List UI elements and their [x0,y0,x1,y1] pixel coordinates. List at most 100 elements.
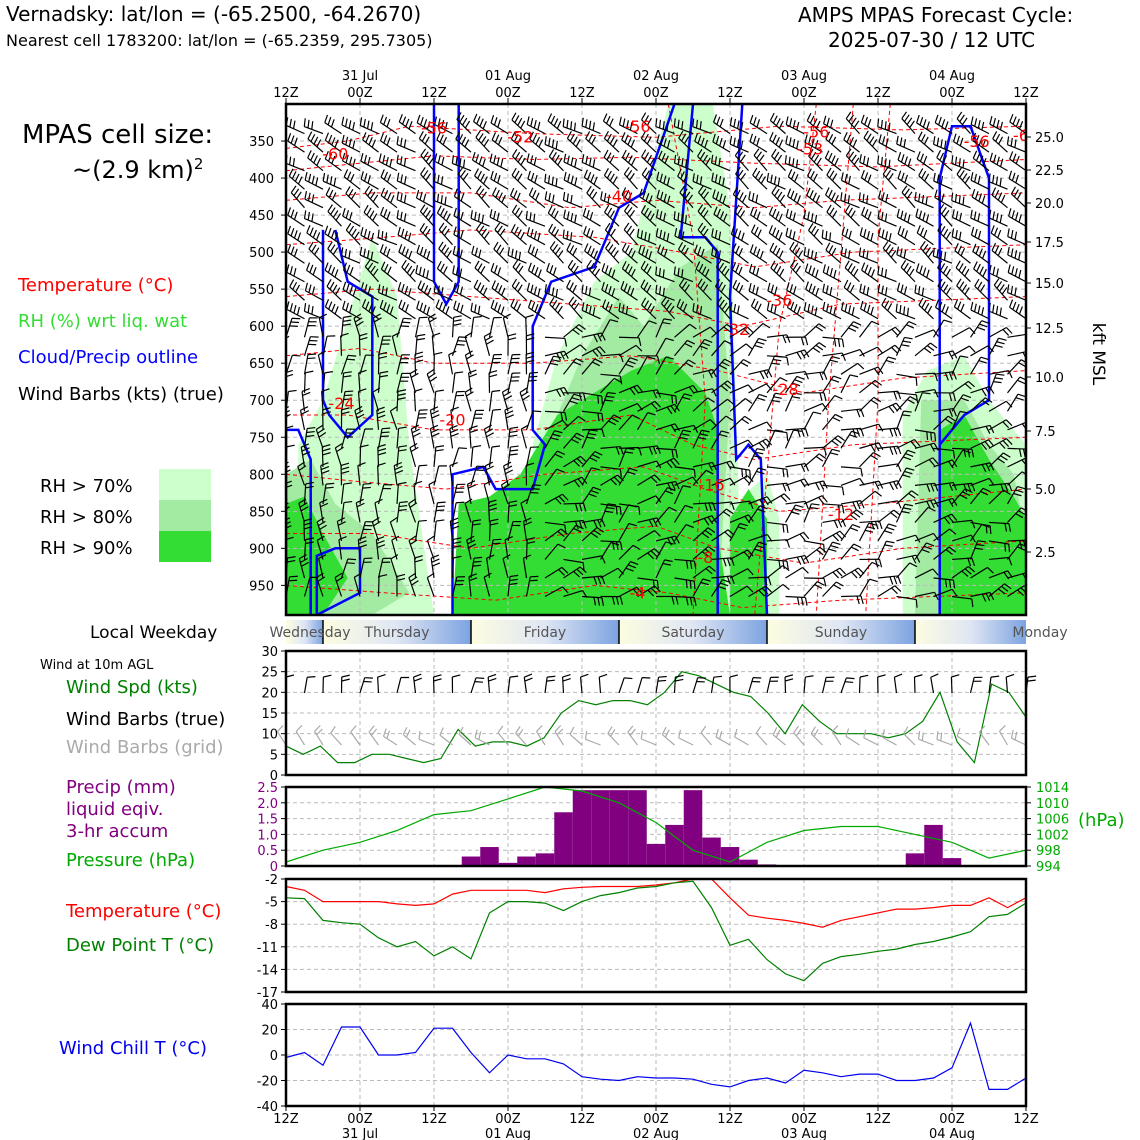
wind-barb-tick [722,558,727,567]
wind-barb-tick [1010,186,1016,195]
wind-barb-tick [428,372,436,379]
wind-barb-tick [436,131,441,140]
wind-barb-tick [358,536,367,541]
wind-barb-tick [423,304,427,313]
wind-barb-tick [511,278,518,287]
wind-barb-tick [733,303,737,313]
wind-barb-tick [318,350,326,356]
wind-barb-tick [973,211,977,220]
wind-barb [896,396,911,412]
wind-barb-tick [825,131,831,140]
wind-barb-tick [607,726,613,734]
wind-barb-tick [755,451,764,455]
y-tick-label: 10 [261,728,278,743]
wind-barb-tick [658,267,661,277]
wind-barb-tick [848,305,852,314]
wind-barb-tick [919,265,923,274]
wind-barb-tick [967,566,975,573]
wind-barb [308,248,324,264]
wind-barb-tick [473,560,482,563]
wind-barb-tick [413,677,422,682]
wind-barb [674,577,695,582]
wind-barb [936,738,953,746]
wind-barb-tick [649,157,655,166]
wind-barb-tick [583,169,588,178]
wind-barb [692,502,714,505]
wind-barb-tick [657,679,667,682]
wind-barb-tick [604,399,613,402]
wind-barb-tick [554,302,561,311]
wind-barb-tick [926,501,931,509]
wind-barb-tick [1014,287,1017,296]
wind-barb-tick [893,391,898,400]
wind-barb-tick [675,481,680,490]
wind-barb-tick [874,481,880,490]
wind-barb [618,403,638,412]
wind-barb-tick [591,136,597,145]
wind-barb-tick [638,188,643,197]
wind-barb-tick [922,392,931,395]
cloud-outline [432,104,460,307]
windchill-label: Wind Chill T (°C) [59,1038,207,1059]
wind-barb-tick [860,468,863,477]
panel-frame [284,649,1028,777]
wind-barb-tick [293,211,298,220]
wind-barb-tick [355,498,364,504]
wind-barb-tick [907,158,912,167]
wind-barb [433,291,453,301]
wind-barb-tick [619,376,623,385]
wind-barb-tick [554,229,560,237]
wind-barb [637,495,657,505]
wind-barb-tick [519,387,528,393]
wind-barb [1007,376,1021,394]
wind-barb-tick [474,304,477,313]
wind-barb-tick [425,228,431,237]
wind-barb-tick [425,210,431,218]
wind-barb-tick [328,189,334,198]
wind-barb-tick [937,278,943,287]
temperature-line [285,878,1027,928]
wind-barb-tick [525,462,535,466]
wind-barb [918,738,934,746]
wind-barb-tick [348,189,354,197]
wind-barb-tick [325,187,331,196]
wind-barb-tick [286,465,290,469]
wind-barb-tick [342,323,351,326]
wind-barb-tick [478,249,482,258]
wind-barb-tick [268,302,270,310]
wind-barb-tick [606,170,612,179]
wind-barb-tick [658,286,662,295]
wind-barb [396,217,416,227]
wind-barb [456,119,472,135]
wind-barb-tick [290,135,295,144]
wind-barb [769,139,786,153]
wind-barb-tick [644,231,647,241]
wind-barb-tick [956,278,962,287]
wind-barb-tick [682,396,691,401]
wind-barb-tick [816,549,824,556]
wind-barb-tick [678,130,684,139]
wind-barb-tick [832,416,841,422]
wind-barb-tick [977,175,981,184]
wind-barb-tick [789,241,795,250]
wind-barb-tick [789,118,793,127]
wind-barb [735,173,749,190]
wind-barb-tick [290,227,295,237]
wind-barb-tick [932,568,939,576]
wind-barb-tick [717,281,723,290]
wind-barb-tick [656,189,660,198]
wind-barb-tick [1015,489,1024,493]
wind-barb-tick [712,189,716,198]
wind-barb-tick [871,320,880,326]
wind-barb-tick [431,558,440,563]
wind-barb-tick [566,193,569,202]
wind-barb-tick [830,545,839,549]
wind-barb-tick [635,344,643,352]
wind-barb-tick [663,193,667,202]
wind-barb-tick [589,305,592,314]
wind-barb-tick [376,540,385,545]
wind-barb [1006,393,1019,412]
wind-barb-tick [646,302,652,311]
wind-barb-tick [952,579,956,589]
wind-barb [396,199,416,209]
